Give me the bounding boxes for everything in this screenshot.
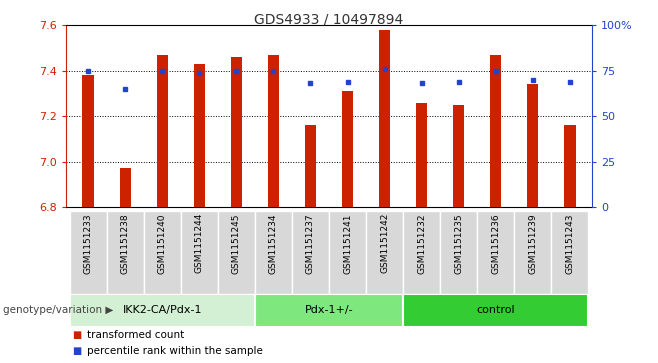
Text: ■: ■ [72,330,82,340]
Bar [515,211,551,294]
Bar [565,125,576,207]
Text: percentile rank within the sample: percentile rank within the sample [87,346,263,356]
Text: GSM1151245: GSM1151245 [232,213,241,274]
Text: GSM1151234: GSM1151234 [269,213,278,274]
Bar [292,211,329,294]
Bar [268,55,279,207]
Bar [453,105,465,207]
Text: GSM1151242: GSM1151242 [380,213,389,273]
Text: GSM1151240: GSM1151240 [158,213,166,274]
Bar [157,55,168,207]
Bar [143,211,181,294]
Bar [82,76,93,207]
Bar [440,211,477,294]
Bar [379,30,390,207]
Text: GSM1151233: GSM1151233 [84,213,93,274]
Bar [218,211,255,294]
Bar [231,57,242,207]
Bar [403,294,588,327]
Text: control: control [476,305,515,315]
Text: ■: ■ [72,346,82,356]
Bar [305,125,316,207]
Bar [416,103,427,207]
Text: GDS4933 / 10497894: GDS4933 / 10497894 [255,13,403,27]
Text: genotype/variation ▶: genotype/variation ▶ [3,305,114,315]
Bar [70,211,107,294]
Bar [255,211,292,294]
Text: GSM1151244: GSM1151244 [195,213,204,273]
Text: GSM1151239: GSM1151239 [528,213,538,274]
Text: transformed count: transformed count [87,330,184,340]
Bar [477,211,515,294]
Text: GSM1151241: GSM1151241 [343,213,352,274]
Bar [329,211,366,294]
Text: GSM1151236: GSM1151236 [492,213,500,274]
Bar [70,294,255,327]
Text: IKK2-CA/Pdx-1: IKK2-CA/Pdx-1 [122,305,202,315]
Text: Pdx-1+/-: Pdx-1+/- [305,305,353,315]
Text: GSM1151235: GSM1151235 [454,213,463,274]
Bar [342,91,353,207]
Bar [551,211,588,294]
Bar [193,64,205,207]
Text: GSM1151238: GSM1151238 [120,213,130,274]
Bar [181,211,218,294]
Bar [255,294,403,327]
Text: GSM1151232: GSM1151232 [417,213,426,274]
Text: GSM1151243: GSM1151243 [565,213,574,274]
Bar [107,211,143,294]
Bar [366,211,403,294]
Bar [527,85,538,207]
Bar [120,168,131,207]
Text: GSM1151237: GSM1151237 [306,213,315,274]
Bar [403,211,440,294]
Bar [490,55,501,207]
